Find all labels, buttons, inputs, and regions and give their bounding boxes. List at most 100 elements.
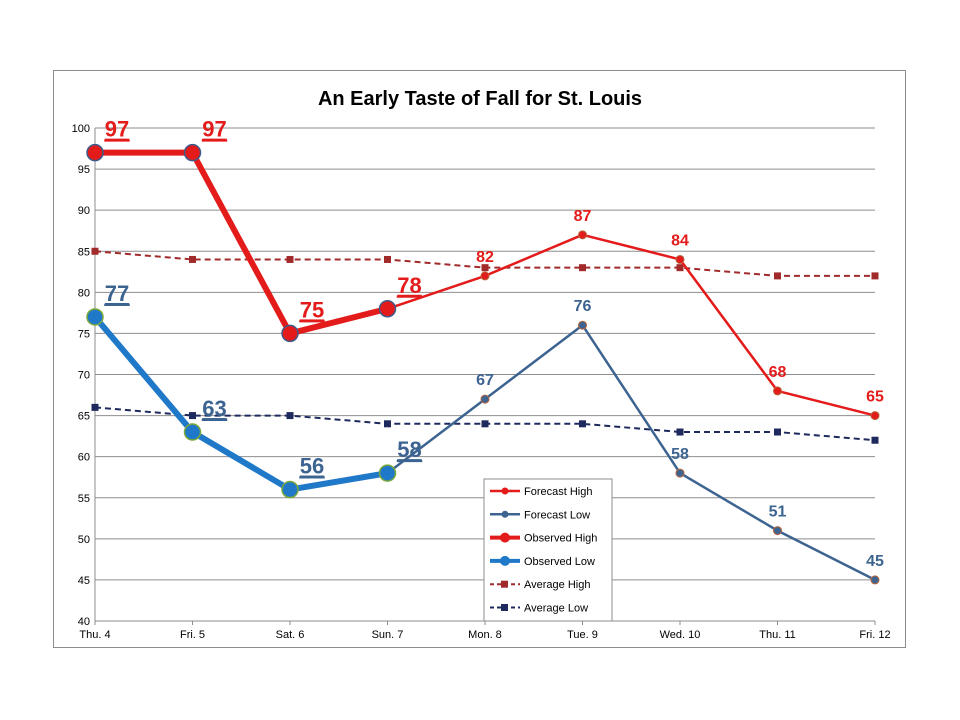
legend: Forecast High Forecast Low Observed High Ob… <box>483 478 613 622</box>
data-point <box>189 255 196 263</box>
data-point <box>86 143 104 162</box>
y-tick-label: 65 <box>78 411 90 423</box>
data-point <box>578 230 587 240</box>
legend-label: Observed High <box>524 533 597 545</box>
chart-frame: An Early Taste of Fall for St. Louis 40 4… <box>53 70 906 648</box>
y-tick-label: 80 <box>78 287 90 299</box>
series-forecast-low <box>383 320 880 585</box>
legend-item-observed-low: Observed Low <box>490 555 595 568</box>
data-label: 82 <box>476 249 494 266</box>
y-tick-label: 40 <box>78 616 90 628</box>
data-point <box>578 320 587 330</box>
x-tick-label: Sun. 7 <box>372 629 404 641</box>
data-label: 58 <box>671 446 689 463</box>
data-point <box>378 300 397 318</box>
series-forecast-high <box>383 230 880 421</box>
data-label: 97 <box>105 117 129 142</box>
series-layer <box>86 143 880 585</box>
y-tick-label: 90 <box>78 205 90 217</box>
y-tick-label: 45 <box>78 575 90 587</box>
data-point <box>676 428 684 436</box>
data-point <box>773 386 782 396</box>
legend-item-forecast-low: Forecast Low <box>490 509 590 521</box>
data-point <box>481 264 489 272</box>
series-line-forecast-low <box>386 323 876 582</box>
line-chart: An Early Taste of Fall for St. Louis 404… <box>72 88 891 641</box>
chart-title: An Early Taste of Fall for St. Louis <box>318 88 642 110</box>
data-point <box>579 420 586 428</box>
legend-swatch-marker <box>500 532 510 543</box>
legend-swatch-marker <box>501 604 508 611</box>
data-label: 67 <box>476 372 494 389</box>
legend-label: Forecast High <box>524 486 592 498</box>
legend-label: Average High <box>524 579 590 591</box>
data-point <box>384 420 391 428</box>
data-label: 58 <box>397 437 421 462</box>
data-label: 45 <box>866 553 884 570</box>
data-label: 68 <box>769 364 787 381</box>
legend-item-forecast-high: Forecast High <box>490 486 592 498</box>
data-point <box>378 464 397 482</box>
x-tick-label: Fri. 12 <box>859 629 890 641</box>
legend-label: Average Low <box>524 603 588 615</box>
data-point <box>675 468 685 478</box>
legend-swatch-marker <box>501 580 508 588</box>
data-label: 97 <box>202 117 226 142</box>
y-tick-label: 95 <box>78 164 90 176</box>
data-point <box>871 436 879 444</box>
data-label: 84 <box>671 232 689 249</box>
data-point <box>91 403 99 411</box>
data-point <box>86 308 104 326</box>
series-line-observed-low <box>92 315 388 493</box>
data-point <box>676 264 684 272</box>
y-tick-label: 70 <box>78 370 90 382</box>
series-line-forecast-high <box>387 233 876 417</box>
series-average-low <box>91 403 879 444</box>
y-tick-label: 75 <box>78 328 90 340</box>
legend-swatch-marker <box>501 510 509 518</box>
data-point <box>189 412 196 420</box>
y-tick-label: 55 <box>78 493 90 505</box>
legend-label: Observed Low <box>524 556 595 568</box>
y-tick-label: 60 <box>78 452 90 464</box>
legend-box <box>483 478 613 622</box>
data-point <box>871 272 879 280</box>
data-point <box>675 254 685 264</box>
data-point <box>480 271 490 281</box>
x-tick-label: Thu. 4 <box>79 629 110 641</box>
series-observed-low <box>86 308 397 499</box>
legend-label: Forecast Low <box>524 509 590 521</box>
data-point <box>281 324 299 343</box>
y-tick-label: 50 <box>78 534 90 546</box>
y-tick-label: 100 <box>72 123 90 135</box>
x-tick-label: Fri. 5 <box>180 629 205 641</box>
data-point <box>481 420 489 428</box>
data-label: 75 <box>300 297 324 322</box>
data-point <box>286 412 294 420</box>
axis-layer: 40 45 50 55 60 65 70 75 80 85 90 95 100 Thu. 4 Fri. 5 S… <box>72 123 891 641</box>
data-point <box>384 255 391 263</box>
data-point <box>870 411 880 421</box>
data-point <box>480 394 490 404</box>
x-tick-label: Wed. 10 <box>660 629 701 641</box>
data-label: 56 <box>300 454 324 479</box>
x-tick-label: Thu. 11 <box>759 629 796 641</box>
data-point <box>773 526 782 536</box>
legend-swatch-marker <box>500 555 510 566</box>
y-tick-label: 85 <box>78 246 90 258</box>
data-point <box>281 480 299 499</box>
data-label: 65 <box>866 389 884 406</box>
data-label: 77 <box>105 281 129 306</box>
data-label: 63 <box>202 396 226 421</box>
data-label: 87 <box>574 208 592 225</box>
data-point <box>183 423 202 441</box>
legend-item-average-low: Average Low <box>490 603 588 615</box>
data-point <box>774 272 781 280</box>
series-line-observed-high <box>95 149 389 337</box>
data-label: 51 <box>769 504 787 521</box>
data-point <box>91 247 99 255</box>
x-tick-label: Tue. 9 <box>567 629 598 641</box>
data-point <box>774 428 781 436</box>
data-point <box>579 264 586 272</box>
data-point <box>286 255 294 263</box>
